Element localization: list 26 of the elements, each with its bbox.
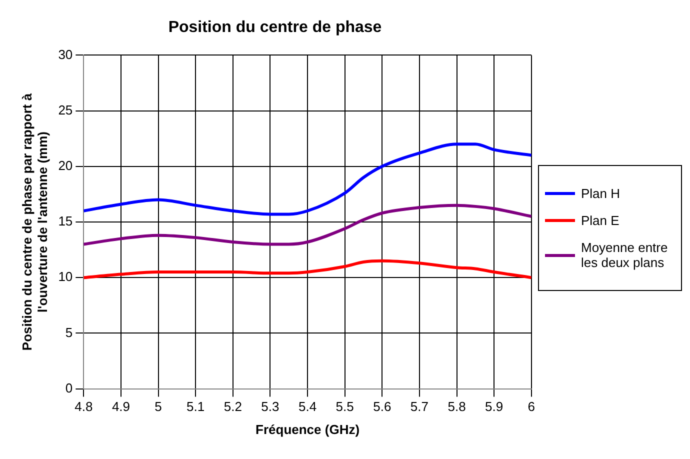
y-tick-label: 5 bbox=[65, 324, 73, 340]
x-axis-title: Fréquence (GHz) bbox=[256, 422, 360, 437]
legend-label: Moyenne entre les deux plans bbox=[581, 240, 669, 270]
x-tick-label: 4.8 bbox=[74, 399, 93, 414]
y-tick-label: 0 bbox=[65, 380, 73, 396]
y-tick-label: 25 bbox=[58, 102, 73, 118]
x-tick-label: 5.9 bbox=[485, 399, 504, 414]
legend-label: Plan H bbox=[581, 186, 620, 201]
x-tick-label: 5 bbox=[154, 399, 162, 414]
x-tick-label: 5.7 bbox=[410, 399, 428, 414]
y-tick-label: 10 bbox=[58, 269, 73, 284]
x-tick-label: 4.9 bbox=[112, 399, 130, 414]
legend-label: Plan E bbox=[581, 213, 620, 228]
x-tick-label: 5.1 bbox=[186, 399, 205, 414]
x-tick-label: 5.8 bbox=[448, 399, 466, 414]
y-tick-label: 30 bbox=[58, 46, 73, 62]
y-axis-title: Position du centre de phase par rapport à l'ouverture de l'antenne (mm) bbox=[19, 92, 50, 351]
x-tick-label: 6 bbox=[528, 399, 535, 414]
chart-title: Position du centre de phase bbox=[168, 19, 382, 36]
x-tick-label: 5.4 bbox=[298, 399, 317, 414]
x-tick-label: 5.3 bbox=[261, 399, 280, 414]
x-tick-label: 5.6 bbox=[373, 399, 392, 414]
y-tick-label: 20 bbox=[58, 158, 73, 173]
x-tick-label: 5.5 bbox=[336, 399, 354, 414]
y-tick-label: 15 bbox=[58, 214, 73, 229]
x-tick-label: 5.2 bbox=[224, 399, 242, 414]
